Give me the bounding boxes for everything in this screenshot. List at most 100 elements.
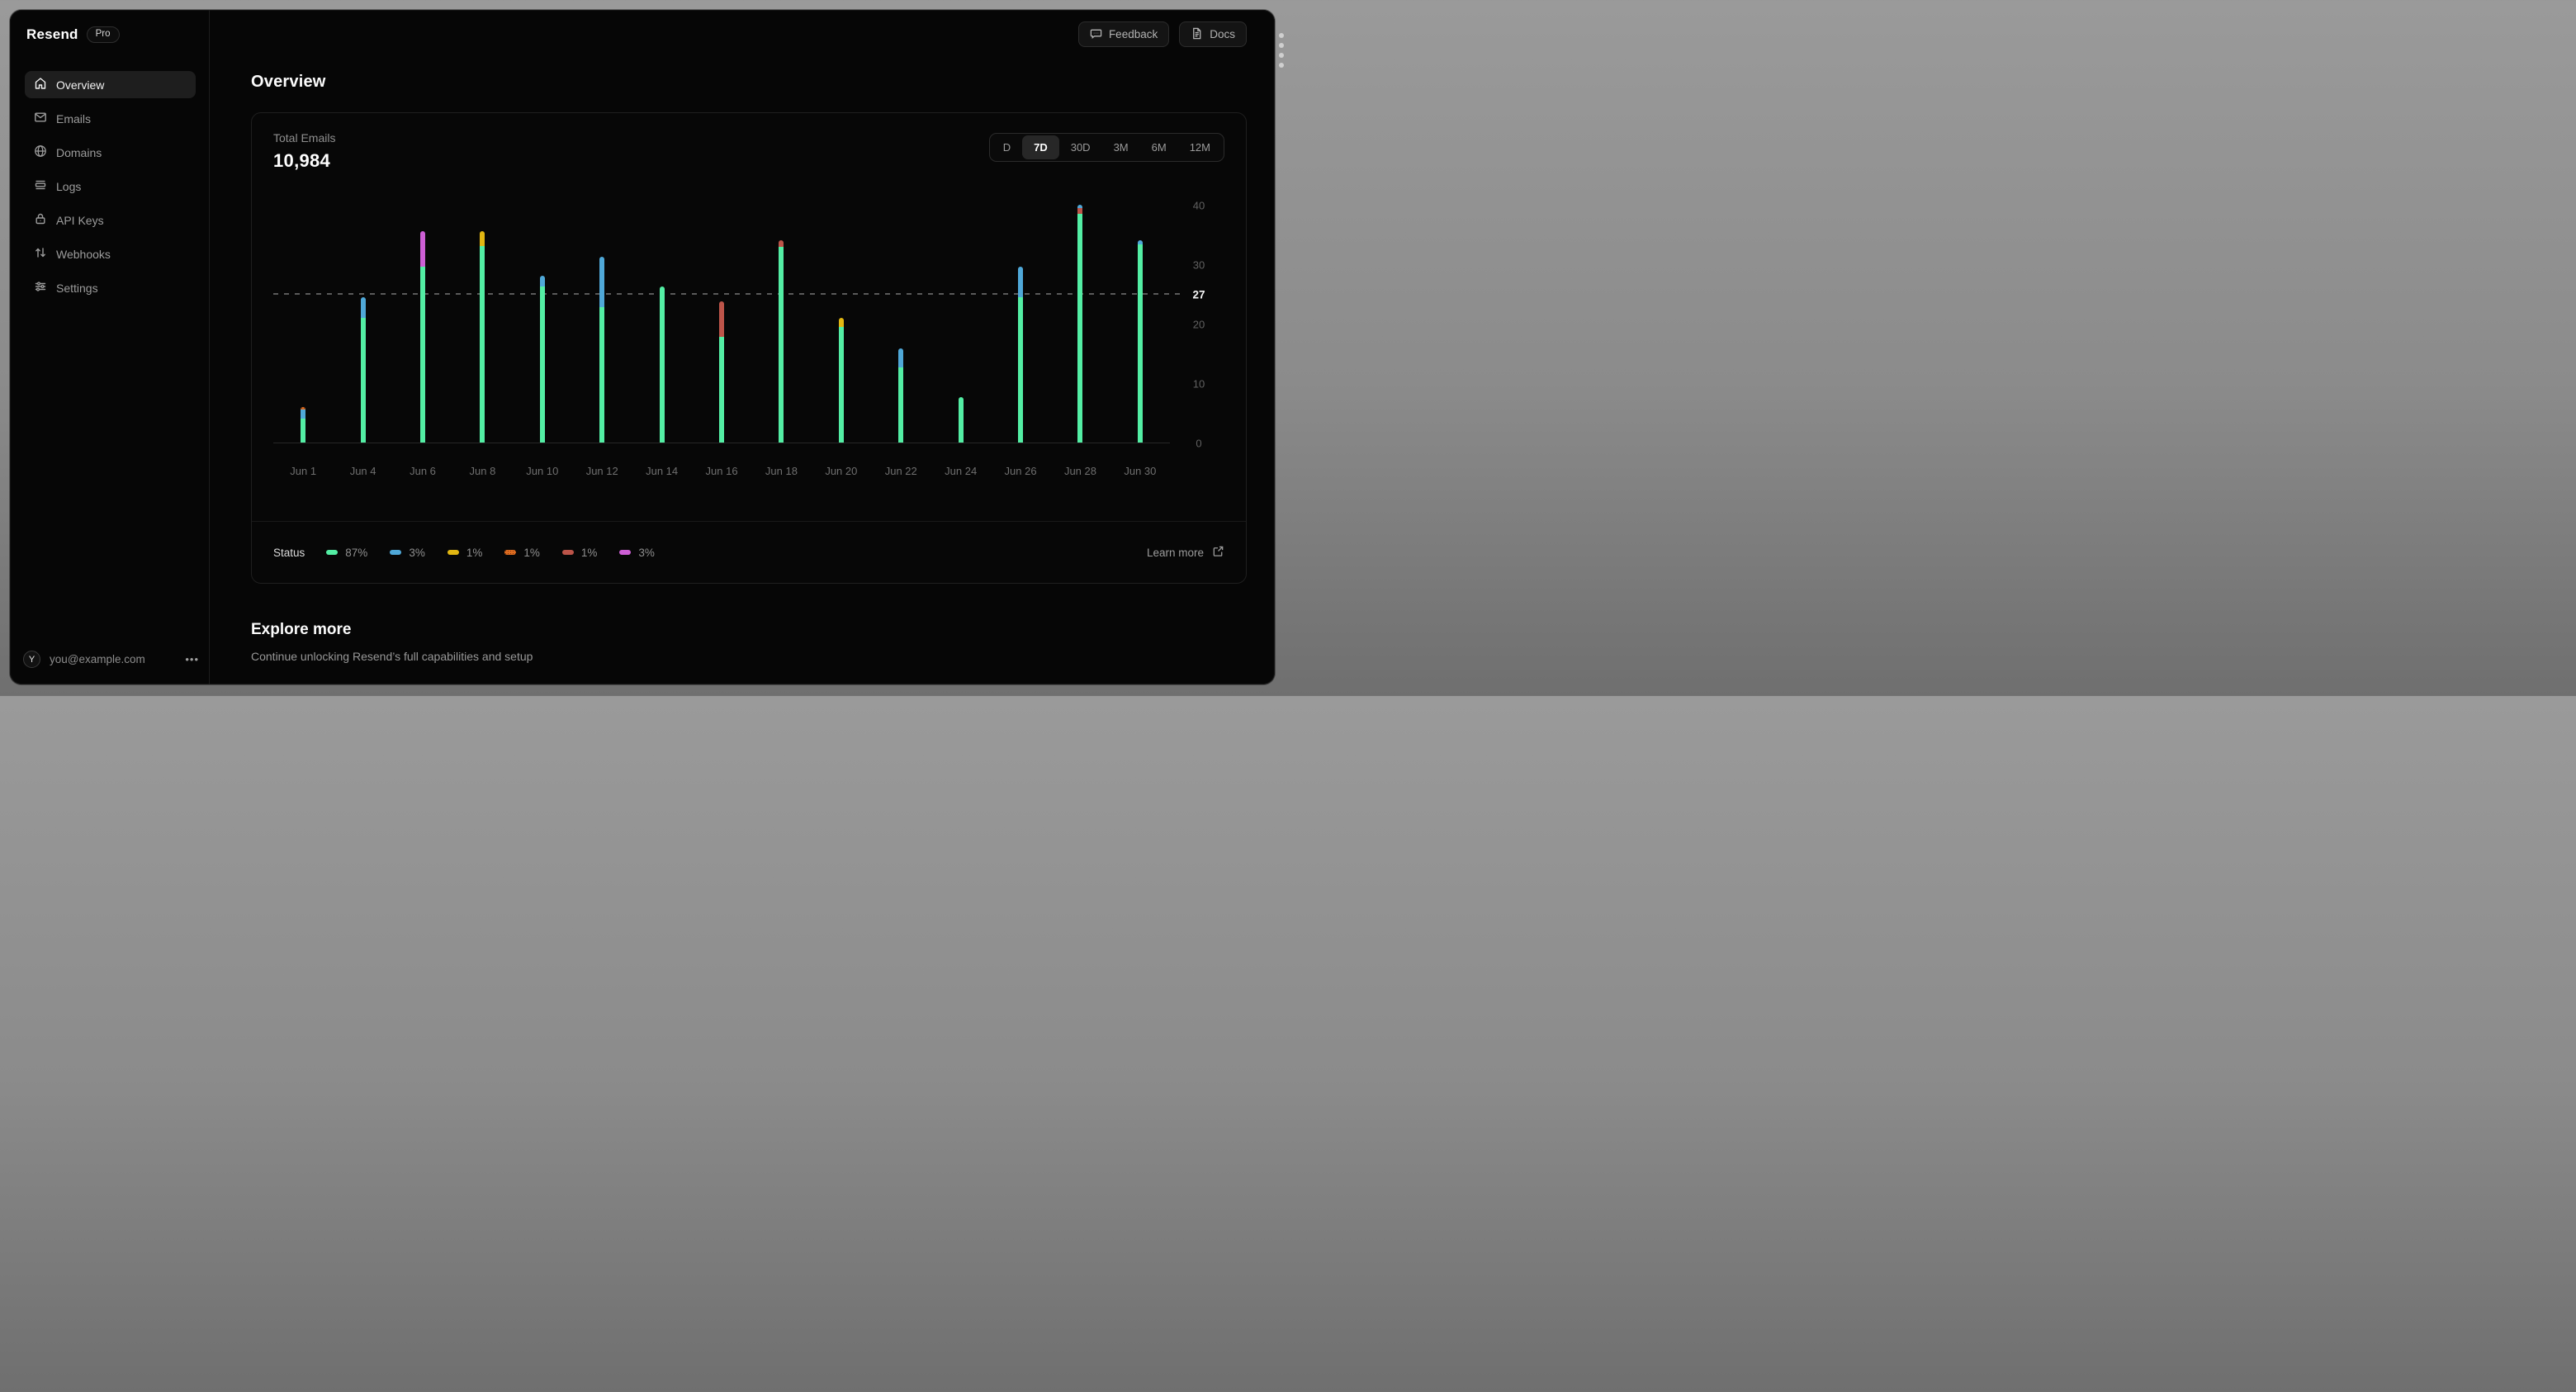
feedback-icon <box>1090 27 1102 42</box>
bar-column-jun-22[interactable] <box>871 206 930 443</box>
bar-column-jun-10[interactable] <box>513 206 572 443</box>
explore-title: Explore more <box>251 621 352 638</box>
bar-segment-blue <box>1018 266 1024 297</box>
sidebar-item-domains[interactable]: Domains <box>25 139 196 166</box>
page-title: Overview <box>251 73 326 91</box>
sidebar-item-emails[interactable]: Emails <box>25 105 196 132</box>
bar-stack <box>480 231 485 443</box>
window-scrollbar-dots[interactable] <box>1279 33 1284 68</box>
legend-item: 1% <box>561 547 597 559</box>
sidebar-item-label: Settings <box>56 281 98 295</box>
metric: Total Emails 10,984 <box>273 131 335 172</box>
learn-more-label: Learn more <box>1146 546 1204 559</box>
main-content: Feedback Docs Overview Total Emails 10,9… <box>210 10 1275 684</box>
x-tick-label: Jun 16 <box>705 465 738 477</box>
range-button-3m[interactable]: 3M <box>1102 135 1140 159</box>
user-email: you@example.com <box>50 653 145 665</box>
bar-stack <box>898 348 904 443</box>
x-tick-label: Jun 12 <box>585 465 618 477</box>
bar-column-jun-12[interactable] <box>572 206 632 443</box>
legend-item: 87% <box>326 547 367 559</box>
legend-swatch <box>326 550 339 555</box>
bar-segment-green <box>539 286 545 443</box>
bar-segment-green <box>1018 296 1024 443</box>
y-axis-labels: 0 10 20 30 40 27 <box>1180 200 1218 450</box>
bar-segment-red <box>719 301 725 337</box>
legend-swatch <box>561 550 574 555</box>
x-tick-label: Jun 28 <box>1063 465 1096 477</box>
sliders-icon <box>34 280 47 296</box>
x-tick-label: Jun 1 <box>290 465 317 477</box>
bar-segment-green <box>1137 244 1143 443</box>
bar-segment-green <box>480 246 485 443</box>
bars-container <box>273 205 1170 443</box>
bar-segment-blue <box>360 297 366 318</box>
sidebar-item-label: Emails <box>56 111 92 125</box>
bar-column-jun-28[interactable] <box>1050 205 1110 443</box>
bar-stack <box>838 317 844 443</box>
bar-column-jun-14[interactable] <box>632 206 691 443</box>
bar-column-jun-1[interactable] <box>273 206 333 443</box>
bar-segment-blue <box>1137 240 1143 244</box>
bar-column-jun-24[interactable] <box>930 206 990 443</box>
bar-column-jun-4[interactable] <box>333 206 392 443</box>
home-icon <box>34 77 47 92</box>
legend-percentage: 87% <box>345 546 368 559</box>
bar-stack <box>659 286 665 443</box>
bar-column-jun-26[interactable] <box>991 206 1050 443</box>
sidebar-item-settings[interactable]: Settings <box>25 274 196 301</box>
feedback-button[interactable]: Feedback <box>1077 21 1170 47</box>
bar-stack <box>1018 266 1024 443</box>
range-button-d[interactable]: D <box>992 135 1022 159</box>
x-tick-label: Jun 20 <box>825 465 858 477</box>
legend-percentage: 1% <box>466 546 483 559</box>
y-tick-label: 40 <box>1192 199 1205 212</box>
range-button-6m[interactable]: 6M <box>1140 135 1178 159</box>
y-tick-label: 20 <box>1192 318 1205 331</box>
range-button-7d[interactable]: 7D <box>1022 135 1059 159</box>
bar-column-jun-18[interactable] <box>751 206 811 443</box>
bar-column-jun-20[interactable] <box>812 206 871 443</box>
bar-segment-yellow <box>480 231 485 247</box>
lock-icon <box>34 212 47 228</box>
app-logo: Resend <box>26 26 78 42</box>
topbar: Feedback Docs <box>1077 21 1247 47</box>
sidebar-item-overview[interactable]: Overview <box>25 71 196 98</box>
bar-segment-green <box>1077 213 1083 443</box>
sidebar-item-webhooks[interactable]: Webhooks <box>25 240 196 268</box>
bar-stack <box>539 275 545 443</box>
x-tick-label: Jun 18 <box>765 465 798 477</box>
bar-segment-blue <box>1077 205 1083 208</box>
plan-badge: Pro <box>86 26 120 43</box>
docs-button[interactable]: Docs <box>1179 21 1247 47</box>
logs-icon <box>34 178 47 194</box>
bar-column-jun-8[interactable] <box>452 206 512 443</box>
external-link-icon <box>1212 545 1224 560</box>
bar-column-jun-16[interactable] <box>692 206 751 443</box>
document-icon <box>1191 27 1203 42</box>
sidebar-item-label: Webhooks <box>56 247 111 261</box>
bar-segment-blue <box>898 348 904 367</box>
x-tick-label: Jun 14 <box>646 465 679 477</box>
bar-stack <box>1077 205 1083 443</box>
sidebar-item-logs[interactable]: Logs <box>25 173 196 200</box>
bar-segment-yellow <box>838 317 844 327</box>
bar-segment-green <box>659 286 665 443</box>
sidebar-item-label: Domains <box>56 145 102 159</box>
sidebar-item-api-keys[interactable]: API Keys <box>25 206 196 234</box>
range-button-12m[interactable]: 12M <box>1178 135 1222 159</box>
bar-segment-orange <box>301 406 306 410</box>
bar-segment-blue <box>301 409 306 419</box>
ellipsis-icon[interactable]: ••• <box>185 653 199 665</box>
user-row[interactable]: Y you@example.com ••• <box>23 651 202 668</box>
range-button-30d[interactable]: 30D <box>1059 135 1102 159</box>
learn-more-link[interactable]: Learn more <box>1147 545 1224 560</box>
bar-segment-blue <box>539 275 545 287</box>
bar-segment-blue <box>599 257 605 307</box>
bar-stack <box>958 397 964 443</box>
bar-column-jun-30[interactable] <box>1110 206 1170 443</box>
bar-segment-green <box>838 326 844 443</box>
bar-segment-red <box>1077 207 1083 214</box>
bar-column-jun-6[interactable] <box>393 206 452 443</box>
legend-item: 3% <box>619 547 655 559</box>
